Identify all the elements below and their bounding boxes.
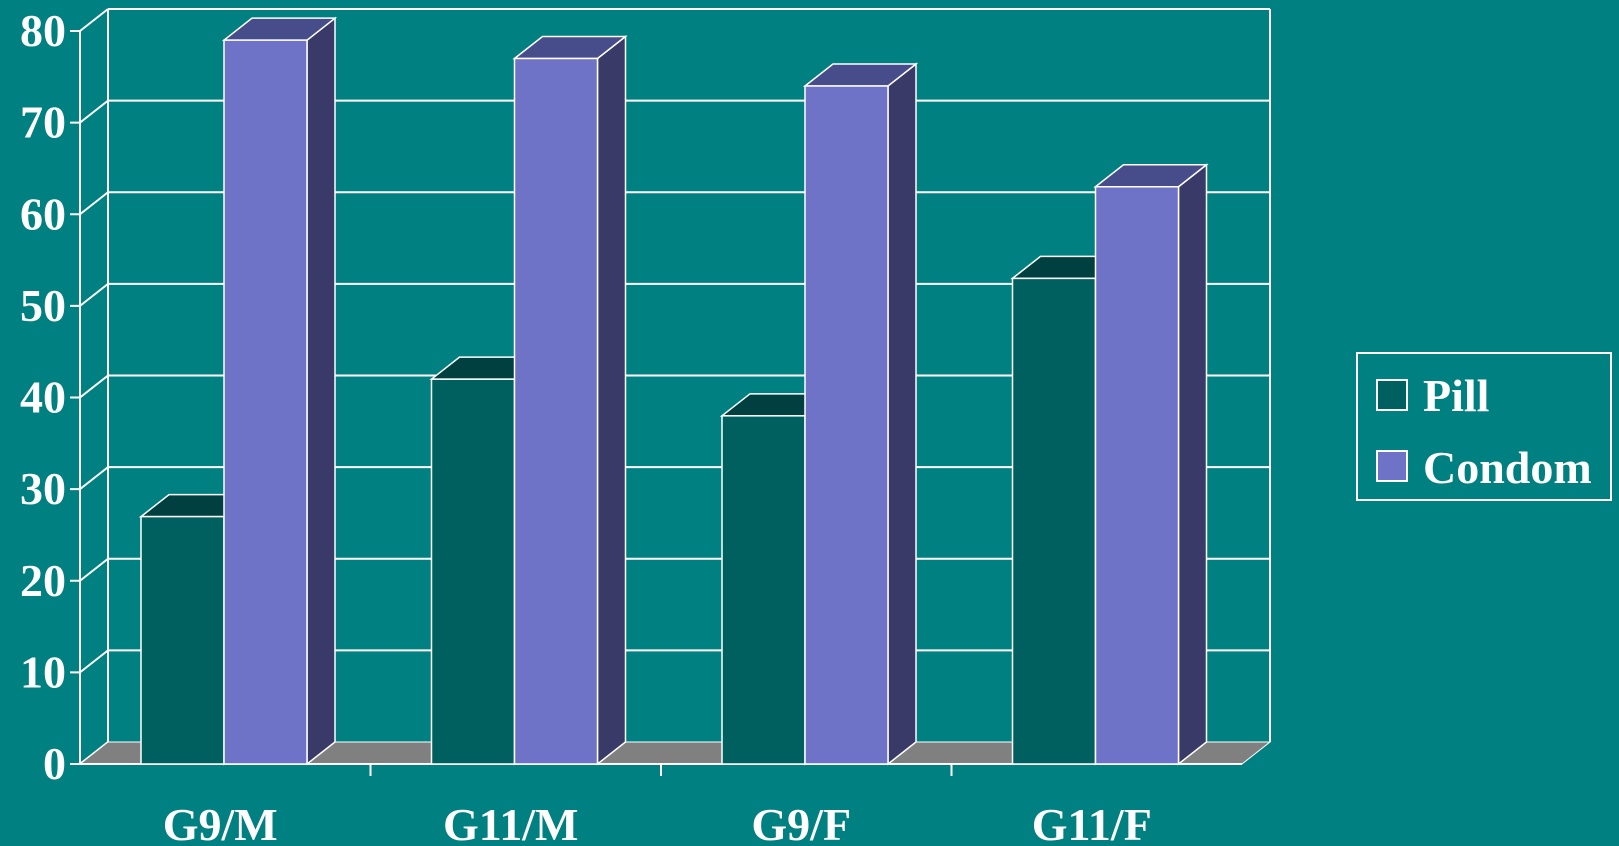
legend-swatch-pill — [1376, 379, 1408, 411]
y-tick-labels: 0 10 20 30 40 50 60 70 80 — [20, 5, 66, 789]
y-tick-label: 0 — [43, 738, 66, 789]
y-tick-label: 80 — [20, 5, 66, 56]
y-tick-label: 30 — [20, 463, 66, 514]
x-category-label: G11/F — [1032, 799, 1152, 846]
bar-condom-G9/F — [802, 62, 919, 766]
y-tick-label: 60 — [20, 188, 66, 239]
gridline-side — [79, 466, 109, 490]
gridline-side — [79, 99, 109, 124]
gridline-side — [79, 374, 109, 399]
legend-label-condom: Condom — [1423, 442, 1592, 493]
bar-condom-G9/M — [221, 16, 338, 766]
gridline-side — [79, 649, 109, 674]
legend-label-pill: Pill — [1423, 370, 1489, 421]
bar-condom-G11/M — [512, 34, 628, 766]
x-category-labels: G9/M G11/M G9/F G11/F — [163, 799, 1152, 846]
x-category-label: G9/M — [163, 799, 278, 846]
y-tick-label: 10 — [20, 646, 66, 697]
bars — [138, 16, 1209, 766]
gridline-side — [79, 8, 109, 32]
y-tick-label: 40 — [20, 372, 66, 423]
y-tick-label: 20 — [20, 555, 66, 606]
y-tick-label: 70 — [20, 97, 66, 148]
y-tick-label: 50 — [20, 280, 66, 331]
bar-condom-G11/F — [1093, 163, 1209, 766]
legend-swatch-condom — [1376, 450, 1408, 482]
x-category-label: G9/F — [751, 799, 851, 846]
gridline-side — [79, 557, 109, 582]
legend: Pill Condom — [1356, 352, 1612, 501]
legend-box — [1356, 352, 1612, 501]
gridline-side — [79, 191, 109, 216]
gridline-side — [79, 283, 109, 307]
x-category-label: G11/M — [443, 799, 578, 846]
